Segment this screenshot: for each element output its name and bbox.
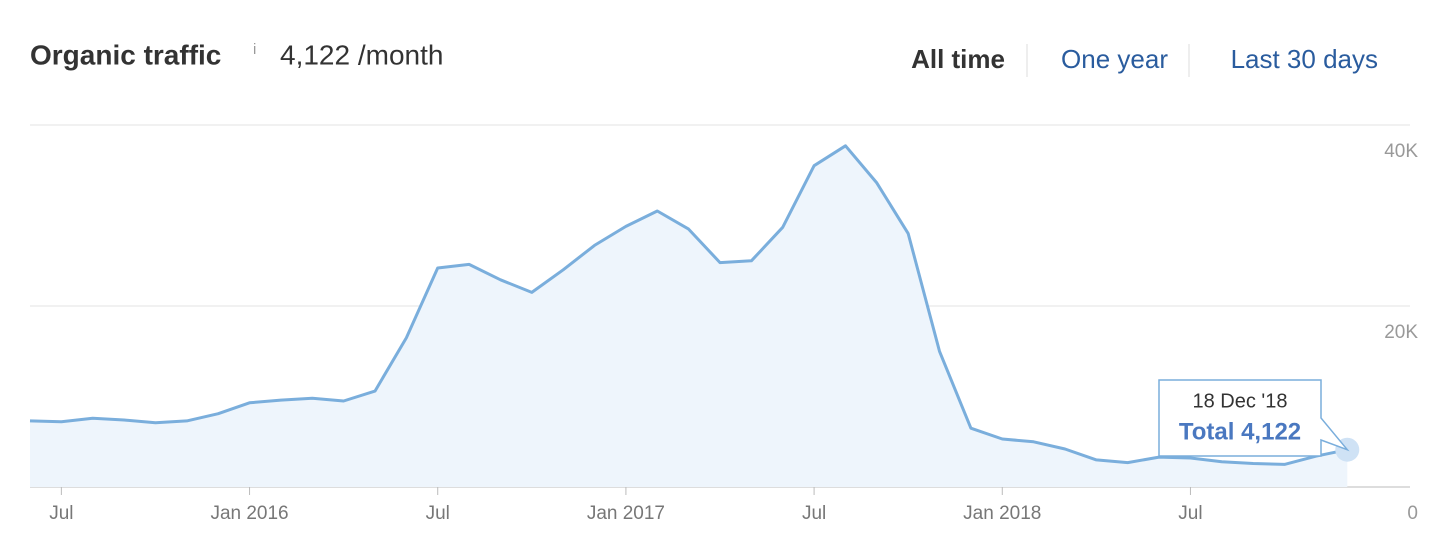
info-icon[interactable]: i — [253, 41, 256, 58]
line — [29, 144, 1348, 466]
y-tick-label: 0 — [1407, 503, 1418, 524]
x-tick-label: Jul — [49, 503, 73, 524]
y-tick-label: 40K — [1384, 141, 1418, 162]
area — [30, 145, 1348, 488]
tooltip-date: 18 Dec '18 — [1193, 390, 1288, 412]
x-tick-label: Jul — [1178, 503, 1202, 524]
x-tick-label: Jul — [426, 503, 450, 524]
x-tick-label: Jan 2016 — [210, 503, 288, 524]
x-tick-label: Jan 2017 — [587, 503, 665, 524]
y-tick-label: 20K — [1384, 322, 1418, 343]
x-tick-label: Jan 2018 — [963, 503, 1041, 524]
tab[interactable]: All time — [911, 44, 1005, 74]
summary: 4,122 /month — [280, 39, 443, 70]
tooltip-box — [1158, 379, 1350, 457]
title: Organic traffic — [30, 39, 221, 70]
tab[interactable]: Last 30 days — [1231, 44, 1378, 74]
x-tick-label: Jul — [802, 503, 826, 524]
tooltip-value: Total 4,122 — [1179, 418, 1301, 445]
tab[interactable]: One year — [1061, 44, 1168, 74]
